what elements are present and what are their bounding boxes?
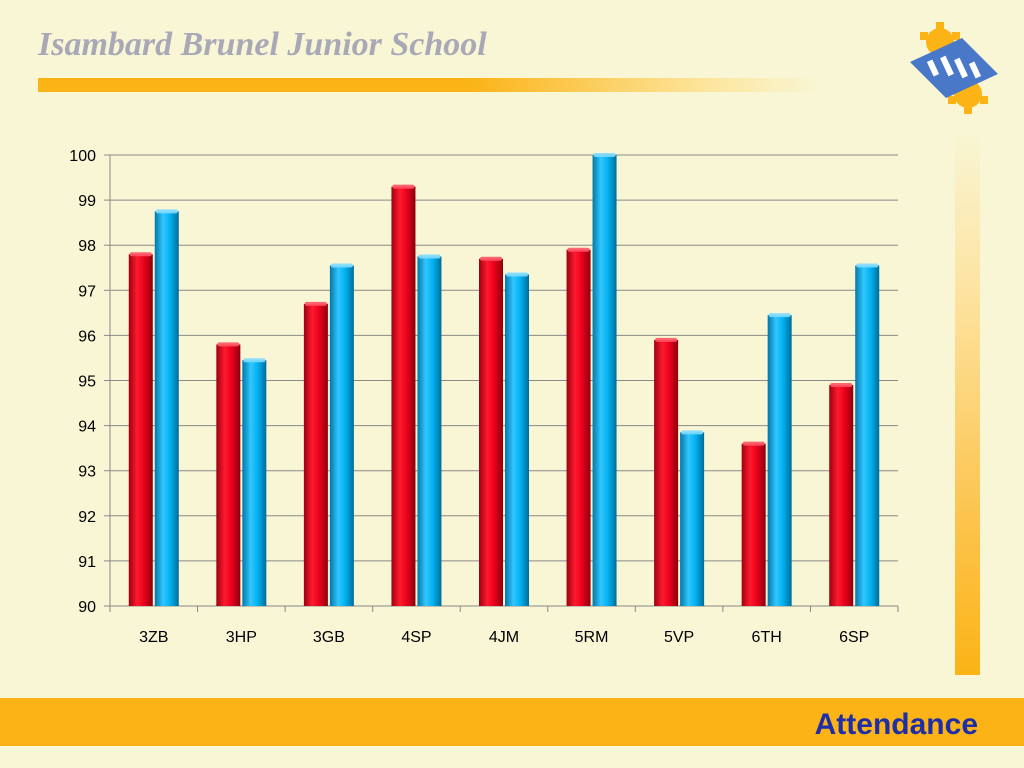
x-tick-label: 5VP (664, 629, 694, 646)
x-tick-label: 3HP (226, 629, 257, 646)
footer-band (0, 698, 1024, 746)
school-title: Isambard Brunel Junior School (38, 26, 487, 63)
bar-red-cap (217, 342, 240, 347)
bar-blue-cap (418, 254, 441, 259)
bar-red (741, 443, 766, 606)
y-tick-label: 95 (78, 374, 96, 391)
attendance-bar-chart: 90 91 92 93 94 95 96 97 98 99 100 3ZB 3HP 3GB 4SP 4JM 5R… (69, 148, 899, 646)
bar-red-cap (392, 184, 415, 189)
x-tick-label: 3ZB (139, 629, 168, 646)
bar-blue (767, 315, 792, 606)
bar-red (128, 254, 153, 606)
x-tick-label: 6TH (752, 629, 782, 646)
bar-red (654, 339, 679, 606)
y-tick-label: 91 (78, 554, 96, 571)
y-tick-label: 100 (69, 148, 96, 165)
bar-red (303, 303, 328, 606)
y-tick-label: 92 (78, 509, 96, 526)
right-decorative-bar (955, 130, 980, 675)
bar-blue (680, 432, 705, 606)
bar-blue (329, 265, 354, 606)
y-tick-label: 97 (78, 283, 96, 300)
bar-blue (417, 256, 442, 606)
x-tick-label: 3GB (313, 629, 345, 646)
bar-blue-cap (155, 209, 178, 214)
school-logo-icon (910, 22, 998, 114)
bar-blue-cap (768, 313, 791, 318)
bar-blue (505, 274, 529, 606)
bar-red-cap (480, 256, 502, 261)
y-tick-label: 98 (78, 238, 96, 255)
bar-red-cap (655, 337, 678, 342)
y-tick-label: 96 (78, 328, 96, 345)
bar-red-cap (830, 383, 853, 388)
bar-blue (855, 265, 880, 606)
bar-blue-cap (681, 430, 704, 435)
bar-blue-cap (856, 263, 879, 268)
x-tick-label: 6SP (839, 629, 869, 646)
bar-blue (154, 211, 179, 606)
bar-red-cap (567, 247, 590, 252)
bar-red-cap (304, 301, 327, 306)
bar-blue-cap (243, 358, 266, 363)
x-tick-label: 4SP (401, 629, 431, 646)
bar-blue (242, 360, 267, 606)
y-tick-label: 94 (78, 419, 96, 436)
y-tick-label: 99 (78, 193, 96, 210)
bar-red (566, 249, 591, 606)
bar-red (391, 186, 416, 606)
slide-title: Attendance (814, 708, 978, 741)
y-tick-label: 93 (78, 464, 96, 481)
title-underline-bar (38, 78, 818, 92)
bar-red (829, 385, 854, 606)
bar-red (216, 344, 241, 606)
bar-blue-cap (330, 263, 353, 268)
bar-red-cap (129, 252, 152, 257)
bar-red-cap (742, 441, 765, 446)
bar-blue (592, 155, 617, 606)
x-tick-label: 5RM (575, 629, 609, 646)
bar-blue-cap (593, 153, 616, 157)
x-tick-label: 4JM (489, 629, 519, 646)
bar-blue-cap (506, 272, 528, 277)
bar-red (479, 258, 503, 606)
y-tick-label: 90 (78, 599, 96, 616)
